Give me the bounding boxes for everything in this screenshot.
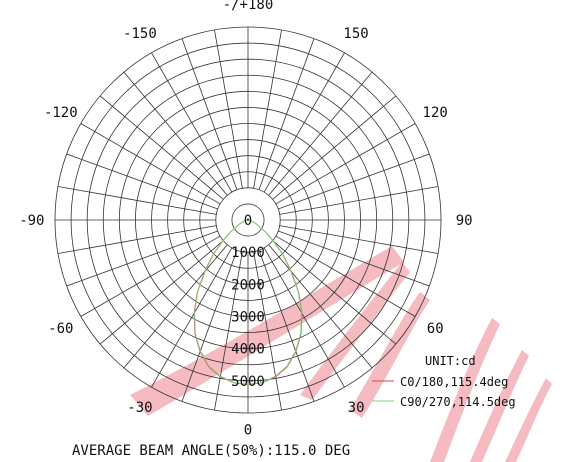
series-layer (193, 219, 303, 386)
angle-label-7: -30 (127, 400, 152, 416)
legend: UNIT:cd C0/180,115.4deg C90/270,114.5deg (372, 354, 516, 409)
legend-label-c0-180: C0/180,115.4deg (400, 375, 508, 389)
grid-spoke-260 (57, 186, 217, 215)
grid-spoke-190 (214, 29, 243, 189)
watermark-band-1 (300, 262, 410, 400)
grid-spoke-130 (272, 95, 397, 200)
angular-grid-spokes (55, 27, 441, 413)
grid-spoke-300 (80, 235, 221, 317)
series-line-1 (194, 219, 302, 385)
grid-spoke-170 (253, 29, 282, 189)
radial-label-1: 1000 (231, 245, 265, 261)
grid-spoke-40 (268, 244, 373, 369)
grid-spoke-350 (214, 251, 243, 411)
grid-spoke-220 (123, 71, 228, 196)
grid-spoke-160 (258, 38, 315, 190)
angle-tick-labels: -/+180 150 120 90 60 30 -30 -60 -90 -120 -150 0 (19, 0, 472, 438)
radial-label-5: 5000 (231, 374, 265, 390)
grid-spoke-30 (263, 247, 345, 388)
grid-spoke-230 (99, 95, 224, 200)
angle-label-8: -60 (48, 321, 73, 337)
radial-label-0: 0 (244, 213, 252, 229)
grid-spoke-340 (181, 250, 238, 402)
angle-label-1: 150 (343, 26, 368, 42)
angle-label-4: 60 (427, 321, 444, 337)
watermark-band-4 (470, 350, 529, 462)
grid-spoke-110 (278, 153, 430, 210)
grid-spoke-320 (123, 244, 228, 369)
grid-spoke-290 (66, 230, 218, 287)
grid-spoke-310 (99, 240, 224, 345)
watermark-band-3 (430, 318, 500, 462)
grid-spoke-200 (181, 38, 238, 190)
watermark-band-2 (350, 292, 430, 418)
radial-tick-labels: 0 1000 2000 3000 4000 5000 (231, 213, 265, 390)
grid-spoke-280 (57, 225, 217, 254)
grid-spoke-120 (275, 123, 416, 205)
radial-label-3: 3000 (231, 310, 265, 326)
grid-spoke-210 (151, 52, 233, 193)
angle-label-10: -120 (44, 105, 78, 121)
grid-spoke-10 (253, 251, 282, 411)
grid-spoke-150 (263, 52, 345, 193)
grid-spoke-330 (151, 247, 233, 388)
average-beam-angle-footer: AVERAGE BEAM ANGLE(50%):115.0 DEG (72, 443, 350, 459)
grid-spoke-240 (80, 123, 221, 205)
grid-spoke-50 (272, 240, 397, 345)
grid-spoke-140 (268, 71, 373, 196)
grid-spoke-60 (275, 235, 416, 317)
grid-circle-500 (231, 203, 265, 237)
angle-label-3: 90 (456, 213, 473, 229)
angle-label-9: -90 (19, 213, 44, 229)
grid-spoke-80 (279, 225, 439, 254)
radial-label-2: 2000 (231, 277, 265, 293)
watermark-band-5 (505, 378, 552, 462)
angle-label-11: -150 (123, 26, 157, 42)
angle-label-0: -/+180 (223, 0, 274, 13)
grid-spoke-20 (258, 250, 315, 402)
grid-spoke-250 (66, 153, 218, 210)
angle-label-0: 0 (244, 422, 252, 438)
grid-spoke-70 (278, 230, 430, 287)
angle-label-2: 120 (423, 105, 448, 121)
grid-spoke-100 (279, 186, 439, 215)
radial-label-4: 4000 (231, 342, 265, 358)
unit-label: UNIT:cd (425, 354, 476, 368)
angle-label-5: 30 (348, 400, 365, 416)
legend-label-c90-270: C90/270,114.5deg (400, 395, 516, 409)
